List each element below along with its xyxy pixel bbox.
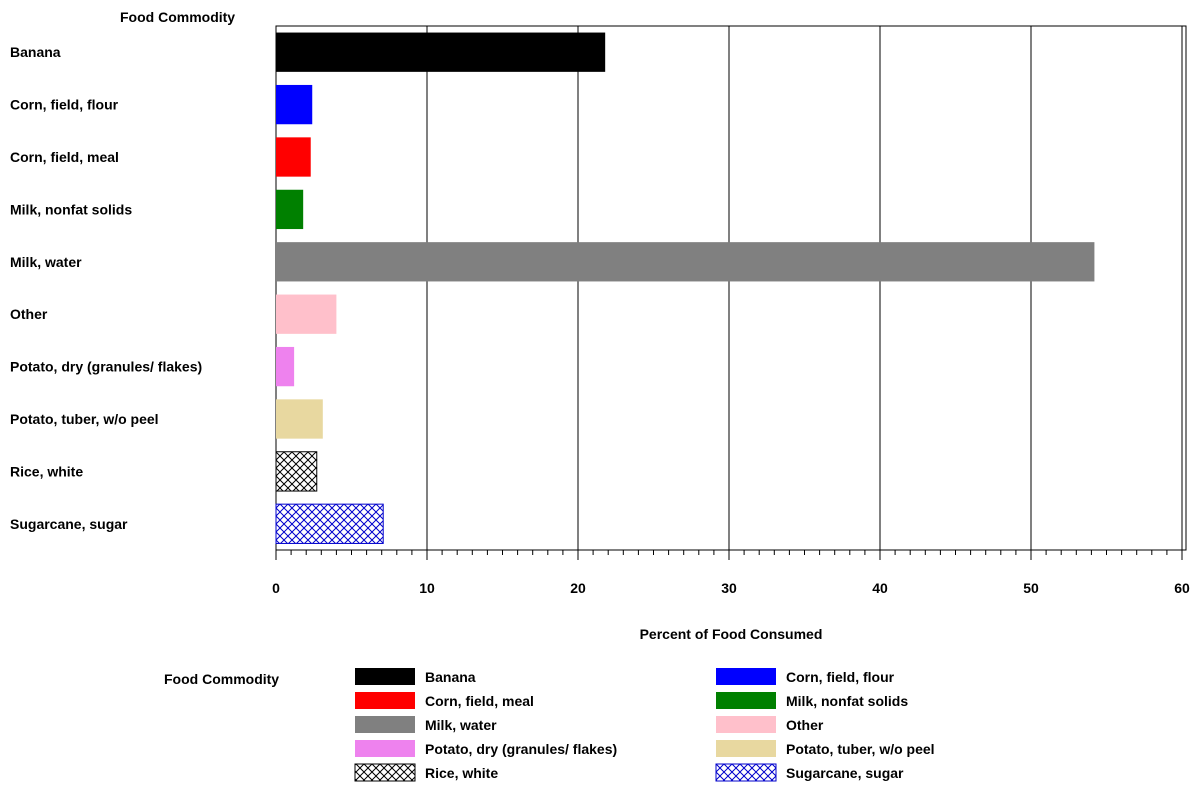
x-tick-label: 0	[272, 580, 280, 596]
legend-items: Banana Corn, field, flour Corn, field, mea…	[354, 668, 935, 782]
category-label: Corn, field, meal	[10, 149, 119, 165]
category-label: Milk, nonfat solids	[10, 201, 132, 217]
x-tick-label: 50	[1023, 580, 1039, 596]
legend-swatch-milk-water	[355, 716, 415, 733]
legend-swatch-milk-nonfat-solids	[716, 692, 776, 709]
bar-rice-white	[275, 451, 318, 492]
bar-banana	[276, 32, 606, 72]
legend-label: Corn, field, meal	[425, 693, 534, 709]
category-labels: Banana Corn, field, flour Corn, field, mea…	[10, 44, 202, 532]
legend-swatch-corn-field-flour	[716, 668, 776, 685]
legend-label: Milk, water	[425, 717, 497, 733]
x-tick-label: 20	[570, 580, 586, 596]
legend-label: Banana	[425, 669, 476, 685]
legend-swatch-potato-tuber-w-o-peel	[716, 740, 776, 757]
x-tick-label: 30	[721, 580, 737, 596]
category-label: Corn, field, flour	[10, 97, 119, 113]
legend: Food Commodity Banana Corn, field, flour C…	[164, 668, 935, 782]
category-label: Milk, water	[10, 254, 82, 270]
x-tick-label: 40	[872, 580, 888, 596]
legend-swatch-corn-field-meal	[355, 692, 415, 709]
legend-title: Food Commodity	[164, 671, 279, 687]
plot-area: Banana Corn, field, flour Corn, field, mea…	[10, 25, 1190, 596]
category-label: Potato, tuber, w/o peel	[10, 411, 159, 427]
legend-label: Rice, white	[425, 765, 498, 781]
legend-swatch-rice-white	[354, 763, 416, 782]
bar-milk-nonfat-solids	[276, 189, 304, 230]
x-axis-title: Percent of Food Consumed	[640, 626, 823, 642]
bar-other	[276, 294, 337, 334]
legend-swatch-sugarcane-sugar	[715, 763, 777, 782]
category-label: Sugarcane, sugar	[10, 516, 128, 532]
legend-label: Milk, nonfat solids	[786, 693, 908, 709]
bar-corn-field-meal	[276, 137, 311, 177]
legend-label: Potato, dry (granules/ flakes)	[425, 741, 617, 757]
plot-frame	[275, 25, 1187, 551]
category-label: Potato, dry (granules/ flakes)	[10, 359, 202, 375]
legend-label: Other	[786, 717, 824, 733]
gridlines	[426, 26, 1183, 550]
bars	[275, 32, 1095, 544]
category-label: Rice, white	[10, 463, 83, 479]
x-axis: 0 10 20 30 40 50 60	[272, 549, 1190, 596]
category-label: Other	[10, 306, 48, 322]
bar-corn-field-flour	[276, 84, 313, 125]
legend-label: Sugarcane, sugar	[786, 765, 904, 781]
bar-potato-tuber-w-o-peel	[276, 399, 323, 439]
legend-swatch-other	[716, 716, 776, 733]
bar-potato-dry-granules-flakes	[276, 346, 295, 387]
bar-sugarcane-sugar	[275, 503, 384, 544]
category-label: Banana	[10, 44, 61, 60]
legend-swatch-banana	[355, 668, 415, 685]
x-tick-label: 60	[1174, 580, 1190, 596]
x-tick-label: 10	[419, 580, 435, 596]
bar-milk-water	[276, 242, 1095, 282]
legend-swatch-potato-dry-granules-flakes	[355, 740, 415, 757]
legend-label: Potato, tuber, w/o peel	[786, 741, 935, 757]
category-axis-title: Food Commodity	[120, 9, 235, 25]
legend-label: Corn, field, flour	[786, 669, 895, 685]
